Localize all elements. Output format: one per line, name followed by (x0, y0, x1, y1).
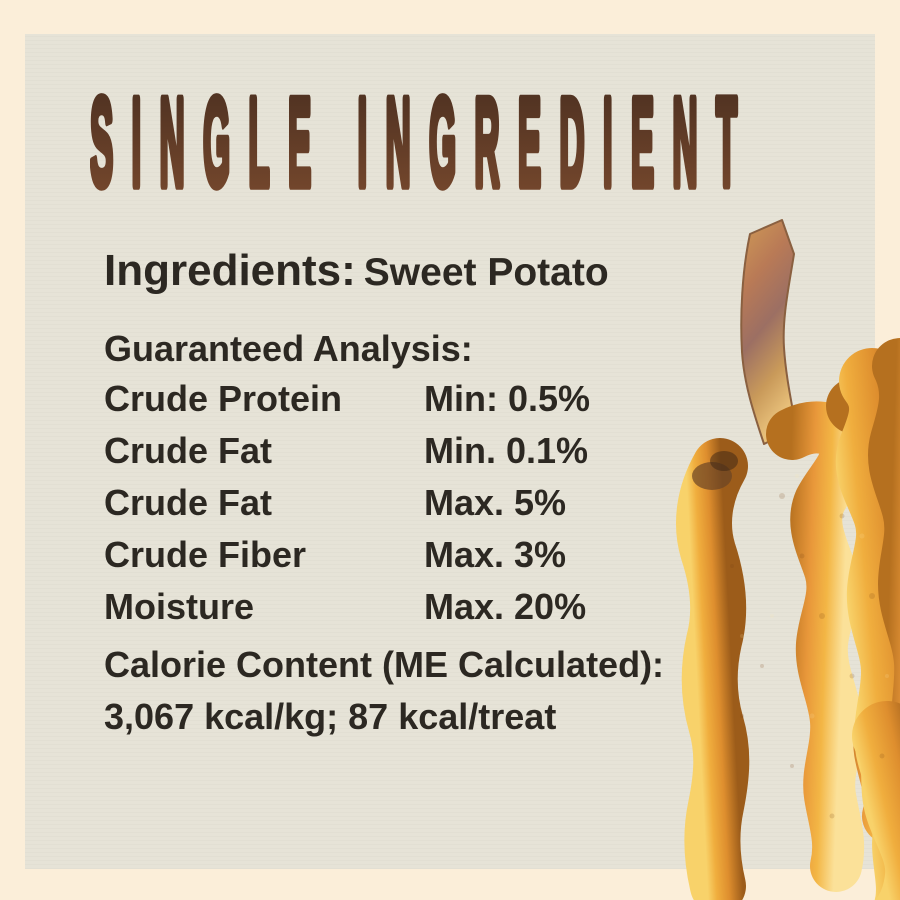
svg-text:SINGLE INGREDIENT: SINGLE INGREDIENT (90, 73, 755, 212)
